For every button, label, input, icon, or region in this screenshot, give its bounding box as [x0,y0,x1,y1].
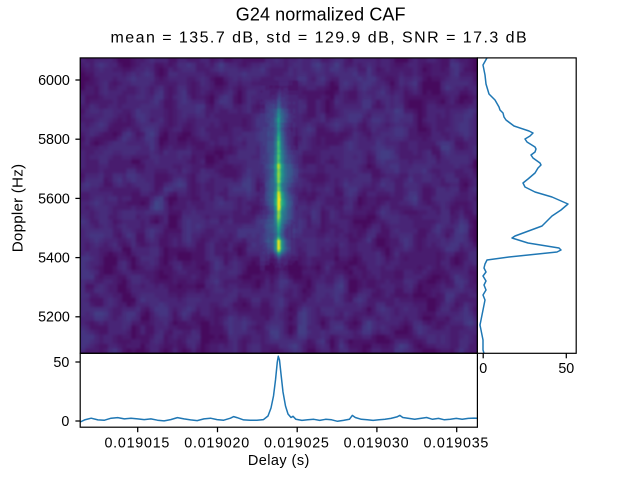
svg-text:5200: 5200 [38,310,70,326]
svg-text:6000: 6000 [38,73,70,89]
svg-text:mean = 135.7 dB, std = 129.9 d: mean = 135.7 dB, std = 129.9 dB, SNR = 1… [110,29,528,46]
svg-text:0.019025: 0.019025 [264,435,330,451]
svg-text:0.019030: 0.019030 [344,435,410,451]
svg-text:Delay (s): Delay (s) [248,453,310,469]
svg-text:5800: 5800 [38,132,70,148]
svg-text:50: 50 [53,355,69,371]
svg-text:0.019020: 0.019020 [184,435,250,451]
svg-text:0: 0 [479,361,487,377]
svg-text:5600: 5600 [38,191,70,207]
svg-text:0: 0 [61,414,69,430]
svg-text:Doppler (Hz): Doppler (Hz) [10,164,27,252]
svg-text:G24 normalized CAF: G24 normalized CAF [236,4,406,24]
svg-text:0.019015: 0.019015 [104,435,170,451]
svg-text:50: 50 [558,361,574,377]
svg-text:0.019035: 0.019035 [423,435,489,451]
svg-text:5400: 5400 [38,251,70,267]
